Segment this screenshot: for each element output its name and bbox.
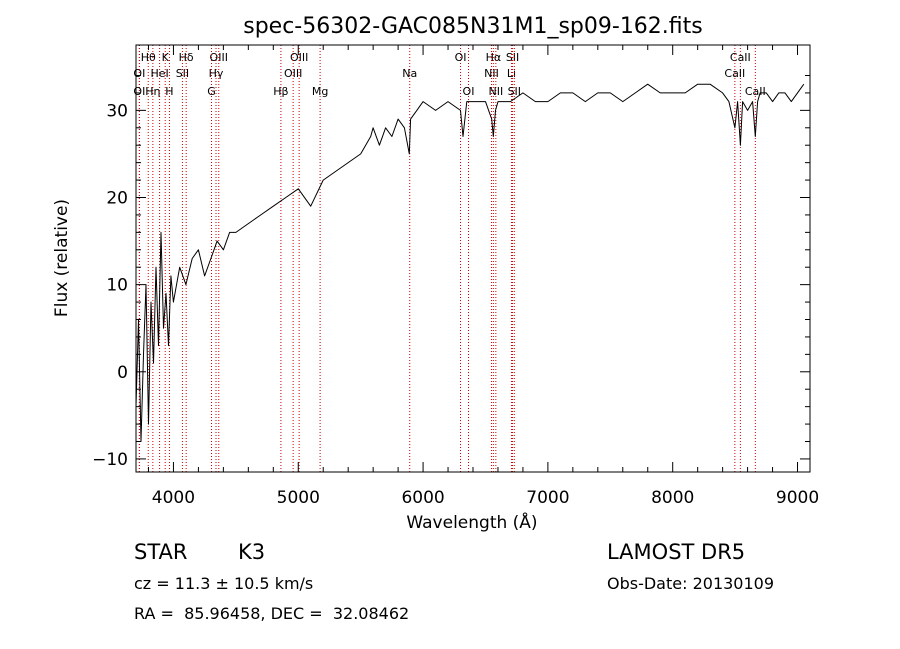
line-marker-label: SII [176,67,189,80]
y-tick-label: 10 [106,276,128,296]
line-marker-label: Hγ [209,67,224,80]
line-marker-label: OIII [284,67,302,80]
object-subclass: K3 [238,540,266,564]
x-tick-label: 9000 [776,488,819,508]
spectrum-series [135,83,805,442]
y-tick-label: 0 [117,363,128,383]
line-marker-label: OI [463,85,475,98]
line-marker-label: Na [402,67,417,80]
line-marker-label: CaII [724,67,745,80]
line-marker-label: Hθ [141,51,156,64]
line-marker-label: OI [133,85,145,98]
redshift-velocity: cz = 11.3 ± 10.5 km/s [134,574,314,593]
line-marker-label: Hβ [273,85,288,98]
line-marker-label: OIII [210,51,228,64]
line-marker-label: Hη [145,85,160,98]
spectrum-chart: spec-56302-GAC085N31M1_sp09-162.fits Hθ O… [52,14,819,533]
y-tick-label: 20 [106,189,128,209]
x-tick-label: 5000 [277,488,320,508]
line-marker-label: H [165,85,173,98]
y-tick-label: 30 [106,101,128,121]
line-marker-label: Hδ [179,51,194,64]
line-marker-label: NII [484,67,499,80]
line-marker-label: G [207,85,216,98]
x-tick-label: 8000 [651,488,694,508]
plot-frame [135,44,811,473]
x-tick-label: 7000 [526,488,569,508]
line-marker-label: NII [488,85,503,98]
x-tick-label: 6000 [401,488,444,508]
coordinates: RA = 85.96458, DEC = 32.08462 [134,604,410,623]
chart-title: spec-56302-GAC085N31M1_sp09-162.fits [243,14,703,39]
observation-date: Obs-Date: 20130109 [607,574,775,593]
line-marker-label: SII [508,85,521,98]
x-axis-label: Wavelength (Å) [406,511,537,533]
line-marker-label: SII [506,51,519,64]
line-marker-label: OIII [290,51,308,64]
y-axis-label: Flux (relative) [52,199,72,317]
survey-name: LAMOST DR5 [607,540,746,564]
x-tick-label: 4000 [152,488,195,508]
spectrum-line-0 [135,83,805,442]
line-marker-label: Mg [312,85,328,98]
line-marker-label: Li [507,67,516,80]
x-axis: 4000 5000 6000 7000 8000 9000 [147,45,819,508]
line-marker-label: OI [455,51,467,64]
line-marker-label: OI [133,67,145,80]
line-marker-label: HeI [150,67,168,80]
y-tick-label: −10 [92,450,128,470]
line-marker-label: CaII [745,85,766,98]
line-marker-label: Hα [486,51,502,64]
y-axis: −10 0 10 20 30 [92,75,810,470]
object-class: STAR [134,540,188,564]
line-marker-label: K [162,51,170,64]
line-marker-label: CaII [730,51,751,64]
